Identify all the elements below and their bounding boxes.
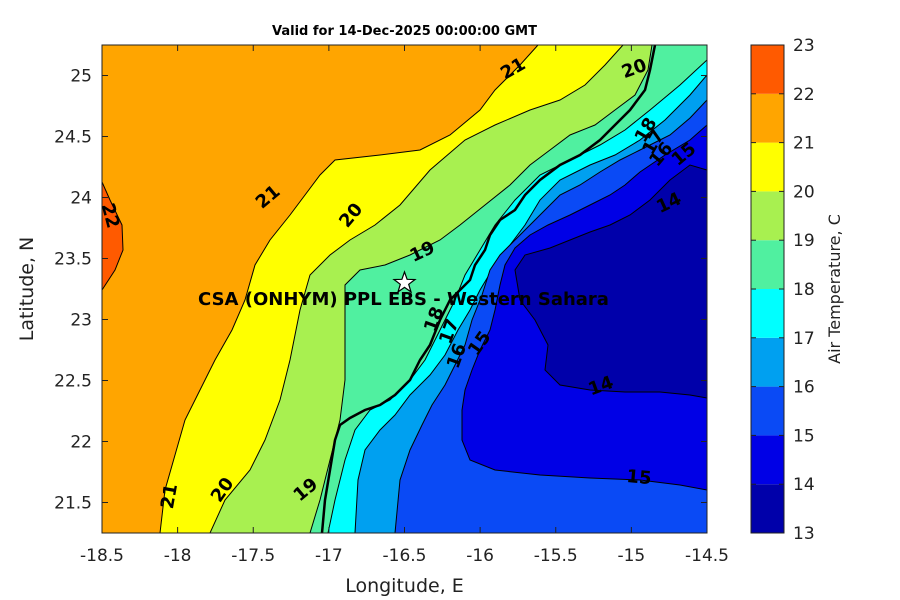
colorbar-tick-label: 18 — [793, 280, 815, 300]
y-tick-label: 22.5 — [54, 372, 92, 392]
colorbar-tick-label: 21 — [793, 134, 815, 154]
contour-label: 15 — [626, 466, 653, 489]
y-tick-label: 22 — [70, 433, 92, 453]
y-tick-label: 24 — [70, 189, 92, 209]
x-axis-label: Longitude, E — [345, 575, 464, 597]
colorbar-segment — [751, 191, 784, 241]
colorbar-tick-label: 17 — [793, 329, 815, 349]
x-tick-label: -15.5 — [534, 546, 578, 566]
colorbar-segment — [751, 240, 784, 289]
colorbar-tick-label: 19 — [793, 231, 815, 251]
coastline — [320, 45, 657, 533]
colorbar-segment — [751, 435, 784, 485]
colorbar-segment — [751, 484, 784, 533]
x-tick-label: -17.5 — [231, 546, 275, 566]
colorbar: 13 14 15 16 17 18 19 20 21 22 23 — [750, 36, 815, 544]
colorbar-tick-label: 23 — [793, 36, 815, 56]
colorbar-segment — [751, 289, 784, 338]
colorbar-segment — [751, 93, 784, 143]
site-label: CSA (ONHYM) PPL EBS - Western Sahara — [198, 289, 609, 310]
y-tick-label: 21.5 — [54, 494, 92, 514]
colorbar-tick-label: 16 — [793, 378, 815, 398]
band-22 — [102, 181, 124, 291]
map-title: Valid for 14-Dec-2025 00:00:00 GMT — [272, 24, 537, 39]
y-tick-label: 25 — [70, 67, 92, 87]
colorbar-segment — [751, 142, 784, 192]
x-tick-label: -14.5 — [685, 546, 729, 566]
colorbar-tick-label: 22 — [793, 85, 815, 105]
y-tick-label: 24.5 — [54, 128, 92, 148]
star-icon — [392, 270, 417, 294]
x-axis: -18.5 -18 -17.5 -17 -16.5 -16 -15.5 -15 -14.5 — [80, 45, 729, 566]
x-tick-label: -16 — [466, 546, 494, 566]
x-tick-label: -17 — [315, 546, 343, 566]
colorbar-segment — [751, 45, 784, 94]
colorbar-segment — [751, 337, 784, 387]
y-axis: 21.5 22 22.5 23 23.5 24 24.5 25 — [54, 67, 707, 514]
x-tick-label: -16.5 — [383, 546, 427, 566]
colorbar-label: Air Temperature, C — [825, 214, 844, 364]
y-tick-label: 23.5 — [54, 250, 92, 270]
colorbar-segment — [751, 386, 784, 436]
band-13 — [514, 164, 707, 399]
contour-fill — [102, 45, 707, 533]
colorbar-tick-label: 15 — [793, 426, 815, 446]
x-tick-label: -18.5 — [80, 546, 124, 566]
colorbar-tick-label: 20 — [793, 182, 815, 202]
y-axis-label: Latitude, N — [16, 237, 38, 342]
x-tick-label: -15 — [617, 546, 645, 566]
colorbar-tick-label: 13 — [793, 524, 815, 544]
x-tick-label: -18 — [164, 546, 192, 566]
contour-label: 21 — [157, 482, 182, 510]
colorbar-tick-label: 14 — [793, 475, 815, 495]
y-tick-label: 23 — [70, 311, 92, 331]
